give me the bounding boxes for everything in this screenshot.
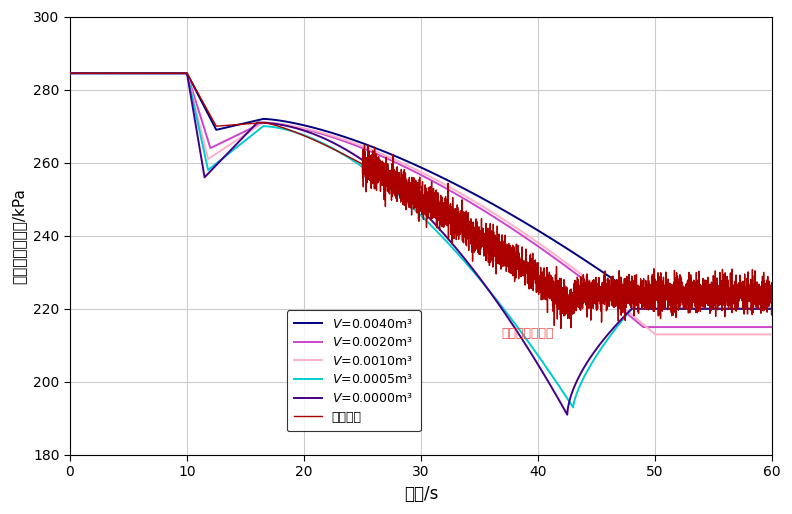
Legend: $V$=0.0040m³, $V$=0.0020m³, $V$=0.0010m³, $V$=0.0005m³, $V$=0.0000m³, 试验压力: $V$=0.0040m³, $V$=0.0020m³, $V$=0.0010m³… [287, 310, 421, 431]
X-axis label: 时间/s: 时间/s [404, 485, 438, 503]
Y-axis label: 发动机供油压力/kPa: 发动机供油压力/kPa [11, 188, 26, 284]
Text: 江苏华云流量计: 江苏华云流量计 [502, 326, 554, 340]
